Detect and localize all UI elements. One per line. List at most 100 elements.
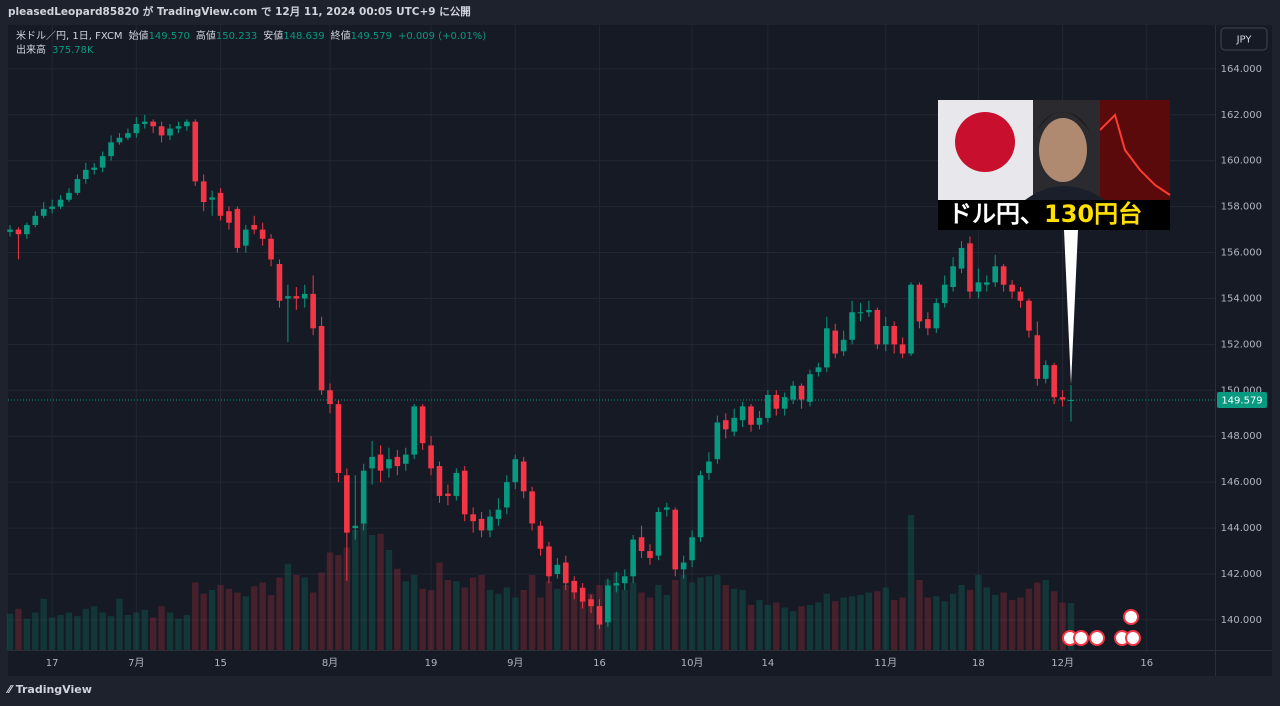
volume-bar [124,615,132,650]
candle-body [386,459,392,469]
candle-body [899,344,906,354]
volume-bar [23,618,31,650]
event-icon[interactable] [1125,630,1141,646]
candle-body [394,456,401,467]
volume-bar [133,612,140,650]
candle-body [66,192,72,200]
event-icon[interactable] [1123,609,1139,625]
currency-button[interactable] [1220,27,1268,51]
candle-body [958,247,965,269]
volume-bar [806,605,814,650]
candle-body [436,466,443,496]
event-icons [1062,609,1141,646]
candle-body [1009,284,1015,292]
volume-bar [99,612,106,650]
chart-bg [1100,100,1170,200]
volume-bar [815,602,822,650]
candle-body [369,456,375,469]
volume-bar [192,582,199,650]
candle-body [680,562,687,570]
volume-bar [15,608,22,650]
x-tick-label: 16 [1140,658,1153,669]
volume-bar [175,618,182,650]
currency-label[interactable]: JPY [1236,35,1253,46]
y-tick-label: 146.000 [1221,477,1262,488]
volume-bar [74,616,81,650]
candle-body [655,512,662,556]
volume-bar [1059,602,1066,650]
candle-body [756,417,763,425]
volume-bar [259,582,266,650]
volume-bar [941,601,948,650]
event-icon[interactable] [1089,630,1105,646]
candle-body [15,229,22,235]
volume-bar [949,593,957,650]
volume-bar [40,598,47,650]
candle-body [259,229,266,239]
candle-body [32,215,39,225]
candle-body [83,169,89,180]
axes: 140.000 142.000 144.000 146.000 148.000 150.0… [46,64,1267,669]
logo-mark: ⁄⁄ [5,683,15,696]
candle-body [706,461,712,473]
volume-bar [1067,603,1075,650]
y-tick-label: 140.000 [1221,615,1262,626]
low-name: 安値 [263,29,283,42]
candle-body [293,296,300,299]
volume-bar [722,585,729,650]
volume-bar [1042,580,1049,650]
candle-body [251,224,258,230]
candle-body [874,309,881,345]
candle-body [49,206,55,209]
candle-body [461,470,468,515]
candle-body [419,406,426,444]
suit [1025,186,1105,200]
open-name: 始値 [129,29,149,42]
volume-bar [141,610,148,650]
thumb-caption: ドル円、130円台 [948,200,1142,228]
volume-bar [537,597,544,650]
candle-body [133,123,140,134]
last-price-label: 149.579 [1221,395,1262,406]
candle-body [184,121,190,127]
candle-body [158,126,165,136]
candle-body [1034,335,1041,379]
candle-body [1068,399,1074,401]
volume-bar [335,555,342,650]
volume-bar [587,593,595,650]
candle-body [714,422,721,460]
candle-body [108,142,114,157]
volume-bar [638,592,645,650]
volume-bar [747,605,755,650]
legend-row: 米ドル／円, 1日, FXCM 始値149.570 高値150.233 安値148.6… [16,29,486,42]
candle-body [941,284,948,304]
candle-body [411,406,418,455]
volume-bar [764,605,772,650]
event-icon[interactable] [1073,630,1089,646]
volume-bar [899,597,906,650]
candle-body [882,326,889,345]
hair [1036,112,1090,132]
caption: ドル円、 [948,200,1044,228]
volume-bar [655,585,662,650]
candle-body [453,472,460,496]
volume-bar [848,596,856,650]
volume-bar [1050,591,1058,650]
volume-bar [520,590,527,650]
volume-bar [419,588,426,650]
x-tick-label: 15 [214,658,227,669]
candle-body [840,339,847,352]
y-tick-label: 150.000 [1221,385,1262,396]
candle-body [234,208,241,248]
candle-body [487,516,493,531]
x-tick-label: 16 [593,658,606,669]
volume-name: 出来高 [16,43,46,56]
volume-bar [385,550,393,650]
candle-body [99,156,106,168]
volume-bar [621,590,628,650]
candle-body [689,537,695,561]
volume-bar [890,600,898,650]
volume-bar [225,588,233,650]
y-tick-label: 152.000 [1221,339,1262,350]
